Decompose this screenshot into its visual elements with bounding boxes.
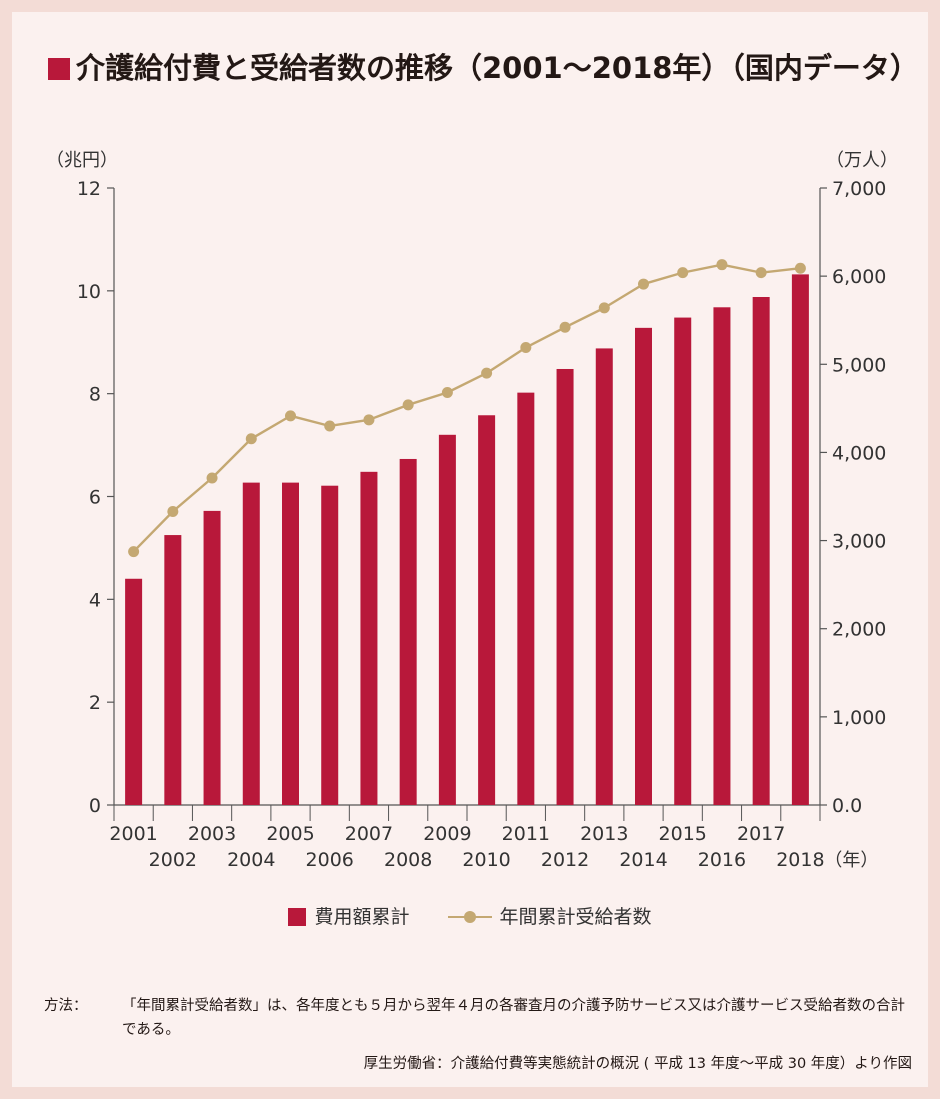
x-tick-label: 2008 — [384, 849, 432, 871]
point-2005 — [285, 410, 296, 422]
legend: 費用額累計 年間累計受給者数 — [0, 902, 940, 929]
point-2018 — [794, 262, 806, 274]
bar-2008 — [399, 458, 417, 805]
bar-2005 — [282, 482, 299, 805]
legend-item-line: 年間累計受給者数 — [447, 902, 652, 929]
point-2003 — [206, 472, 218, 484]
point-2010 — [481, 367, 493, 379]
right-tick-label: 5,000 — [832, 354, 886, 376]
right-tick-label: 6,000 — [832, 266, 886, 288]
point-2012 — [559, 321, 571, 333]
left-tick-label: 2 — [89, 692, 101, 714]
x-tick-label: 2010 — [462, 849, 510, 871]
left-tick-label: 8 — [89, 384, 101, 406]
right-tick-label: 1,000 — [832, 707, 886, 729]
legend-bar-swatch — [288, 908, 307, 926]
x-tick-label: 2012 — [541, 849, 589, 871]
point-2011 — [520, 342, 532, 354]
point-2006 — [324, 420, 336, 432]
bar-2017 — [752, 297, 770, 805]
point-2014 — [638, 278, 649, 290]
bar-2007 — [360, 471, 378, 805]
x-tick-label: 2006 — [306, 849, 354, 871]
right-axis-unit: （万人） — [826, 150, 898, 171]
legend-item-bar: 費用額累計 — [288, 902, 409, 929]
left-tick-label: 4 — [89, 589, 101, 611]
chart-title: 介護給付費と受給者数の推移（2001～2018年）（国内データ） — [48, 48, 919, 88]
legend-line-label: 年間累計受給者数 — [499, 906, 652, 928]
x-tick-label: 2005 — [266, 823, 314, 845]
right-tick-label: 4,000 — [832, 442, 886, 464]
point-2007 — [363, 414, 375, 426]
bar-2004 — [242, 482, 260, 805]
chart-title-text: 介護給付費と受給者数の推移（2001～2018年）（国内データ） — [76, 51, 919, 85]
bar-2012 — [556, 368, 574, 805]
bar-2010 — [478, 415, 496, 805]
point-2017 — [755, 267, 767, 279]
bar-2006 — [321, 485, 339, 805]
title-marker — [48, 58, 70, 80]
bar-2009 — [438, 434, 456, 805]
x-tick-label: 2017 — [737, 823, 785, 845]
point-2009 — [441, 386, 453, 398]
left-axis-unit: （兆円） — [46, 150, 118, 171]
point-2002 — [167, 505, 179, 517]
right-tick-label: 0.0 — [832, 795, 862, 817]
bar-2015 — [674, 317, 692, 805]
x-axis-unit: （年） — [824, 850, 878, 871]
left-tick-label: 6 — [89, 487, 101, 509]
point-2008 — [402, 399, 414, 411]
x-tick-label: 2009 — [423, 823, 471, 845]
method-note-label: 方法： — [44, 998, 88, 1014]
left-tick-label: 0 — [89, 795, 101, 817]
recipients-line — [132, 263, 801, 553]
right-tick-label: 3,000 — [832, 531, 886, 553]
chart-svg: 0 2 4 6 8 10 12 0.0 1,000 2,000 3,000 4,000 5,000 6,0… — [77, 178, 887, 871]
bar-2002 — [164, 535, 182, 805]
point-2004 — [245, 433, 257, 445]
point-2016 — [716, 259, 728, 271]
x-tick-label: 2007 — [345, 823, 393, 845]
bar-2016 — [713, 307, 731, 805]
x-tick-label: 2013 — [580, 823, 628, 845]
legend-line-swatch — [447, 908, 492, 926]
right-tick-label: 7,000 — [832, 178, 886, 200]
x-tick-label: 2003 — [188, 823, 236, 845]
bar-2001 — [125, 578, 143, 805]
left-tick-label: 12 — [77, 178, 101, 200]
bar-2003 — [203, 510, 221, 805]
method-note: 方法： 「年間累計受給者数」は、各年度とも５月から翌年４月の各審査月の介護予防サ… — [44, 994, 914, 1042]
x-tick-label: 2001 — [109, 823, 157, 845]
point-2015 — [677, 267, 689, 279]
x-tick-label: 2016 — [698, 849, 746, 871]
x-tick-label: 2018 — [776, 849, 824, 871]
right-tick-label: 2,000 — [832, 619, 886, 641]
source-note: 厚生労働省：介護給付費等実態統計の概況 ( 平成 13 年度～平成 30 年度）… — [363, 1056, 912, 1072]
bar-2011 — [517, 392, 535, 805]
left-tick-label: 10 — [77, 281, 101, 303]
bar-2013 — [595, 348, 613, 805]
x-tick-label: 2004 — [227, 849, 275, 871]
x-tick-label: 2014 — [619, 849, 667, 871]
bar-2018 — [791, 274, 809, 805]
x-tick-label: 2011 — [502, 823, 550, 845]
point-2001 — [128, 546, 140, 558]
method-note-text: 「年間累計受給者数」は、各年度とも５月から翌年４月の各審査月の介護予防サービス又… — [122, 998, 905, 1038]
bar-2014 — [635, 327, 652, 805]
legend-bar-label: 費用額累計 — [314, 906, 410, 928]
point-2013 — [598, 302, 610, 314]
x-tick-label: 2015 — [659, 823, 707, 845]
x-tick-label: 2002 — [149, 849, 197, 871]
